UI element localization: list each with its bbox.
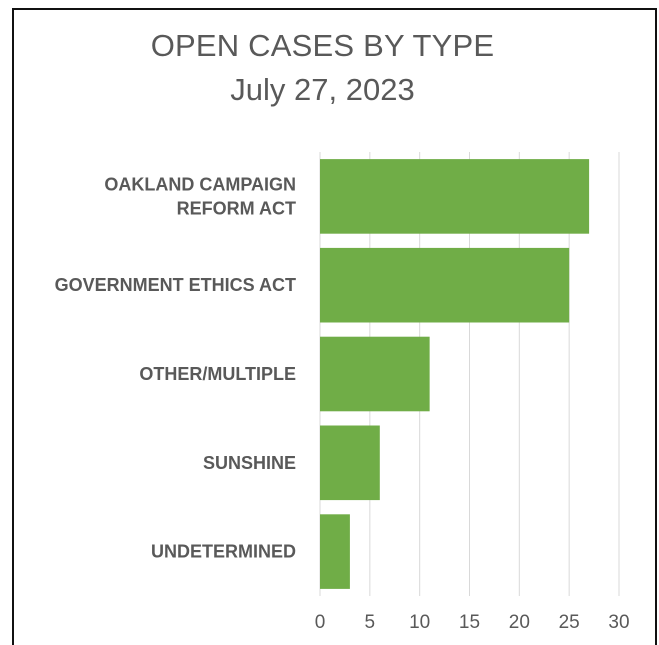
category-label: GOVERNMENT ETHICS ACT bbox=[55, 275, 296, 295]
x-tick-label: 20 bbox=[509, 612, 530, 633]
category-label: OAKLAND CAMPAIGN bbox=[104, 174, 296, 194]
category-label: REFORM ACT bbox=[177, 198, 296, 218]
chart-subtitle: July 27, 2023 bbox=[230, 72, 415, 107]
bar bbox=[320, 336, 430, 412]
category-label: UNDETERMINED bbox=[151, 542, 296, 562]
x-tick-label: 15 bbox=[459, 612, 480, 633]
x-tick-label: 10 bbox=[409, 612, 430, 633]
x-tick-label: 0 bbox=[315, 612, 326, 633]
bar bbox=[320, 514, 350, 589]
chart-title: OPEN CASES BY TYPE bbox=[150, 28, 495, 63]
bar bbox=[320, 247, 570, 323]
x-tick-label: 30 bbox=[608, 612, 629, 633]
bar bbox=[320, 425, 380, 501]
x-tick-label: 5 bbox=[365, 612, 376, 633]
x-tick-label: 25 bbox=[559, 612, 580, 633]
category-label: OTHER/MULTIPLE bbox=[139, 364, 296, 384]
bar bbox=[320, 159, 590, 234]
category-label: SUNSHINE bbox=[203, 453, 296, 473]
